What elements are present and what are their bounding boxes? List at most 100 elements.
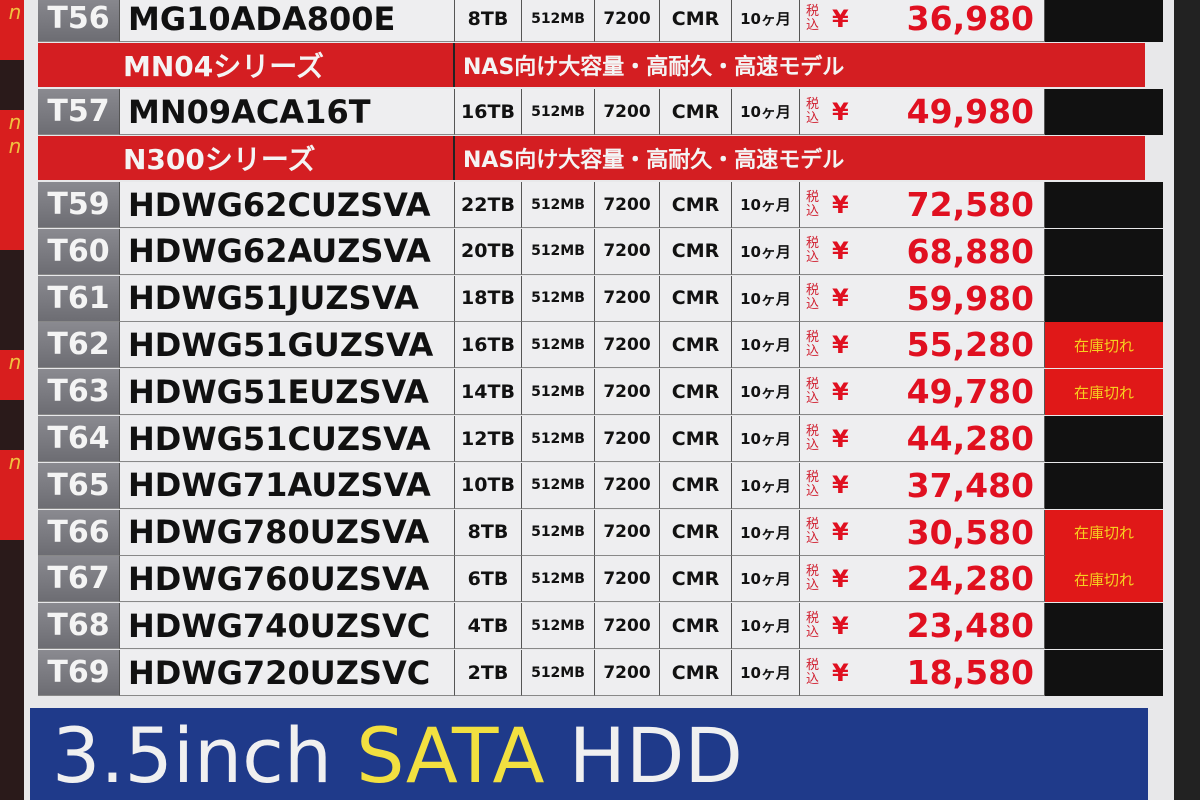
table-row: T63 HDWG51EUZSVA 14TB 512MB 7200 CMR 10ヶ月 税込 ¥49… [38,369,1163,416]
banner-highlight: SATA [356,711,545,800]
table-row: T64 HDWG51CUZSVA 12TB 512MB 7200 CMR 10ヶ月 税込 ¥44… [38,416,1163,462]
tax-included-label: 税込 [806,329,820,359]
rpm: 7200 [595,603,660,650]
cache: 512MB [522,509,595,556]
stock-status: 在庫切れ [1045,556,1163,603]
cache: 512MB [522,603,595,650]
price: 税込 ¥18,580 [800,650,1045,696]
tax-included-label: 税込 [806,563,820,593]
rpm: 7200 [595,322,660,369]
capacity: 18TB [455,275,522,322]
capacity: 10TB [455,462,522,509]
yen-sign: ¥ [832,611,849,640]
stock-status: 在庫切れ [1045,509,1163,556]
capacity: 8TB [455,509,522,556]
product-id: T65 [38,462,120,509]
price: 税込 ¥68,880 [800,228,1045,275]
warranty: 10ヶ月 [732,369,800,416]
product-id: T57 [38,89,120,135]
price-amount: 30,580 [906,512,1034,552]
yen-sign: ¥ [832,190,849,219]
tax-included-label: 税込 [806,517,820,547]
stock-status [1045,462,1163,509]
recording-type: CMR [660,556,732,603]
stock-status [1045,650,1163,696]
recording-type: CMR [660,369,732,416]
tax-included-label: 税込 [806,236,820,266]
recording-type: CMR [660,89,732,135]
model-number: MN09ACA16T [120,89,455,135]
table-row: T66 HDWG780UZSVA 8TB 512MB 7200 CMR 10ヶ月 税込 ¥30,… [38,509,1163,556]
capacity: 20TB [455,228,522,275]
stock-status [1045,89,1163,135]
tax-included-label: 税込 [806,3,820,33]
price: 税込 ¥30,580 [800,509,1045,556]
stock-status: 在庫切れ [1045,322,1163,369]
cache: 512MB [522,462,595,509]
rpm: 7200 [595,228,660,275]
recording-type: CMR [660,322,732,369]
model-number: HDWG62AUZSVA [120,228,455,275]
model-number: MG10ADA800E [120,0,455,42]
product-id: T56 [38,0,120,42]
product-id: T64 [38,416,120,462]
warranty: 10ヶ月 [732,603,800,650]
capacity: 16TB [455,89,522,135]
rpm: 7200 [595,416,660,462]
model-number: HDWG51CUZSVA [120,416,455,462]
stock-status [1045,603,1163,650]
table-row: T61 HDWG51JUZSVA 18TB 512MB 7200 CMR 10ヶ月 税込 ¥59… [38,275,1163,322]
price-amount: 59,980 [906,278,1034,318]
warranty: 10ヶ月 [732,89,800,135]
series-description: NAS向け大容量・高耐久・高速モデル [463,148,845,173]
price-amount: 49,980 [906,92,1034,131]
recording-type: CMR [660,462,732,509]
price-amount: 36,980 [906,0,1034,38]
cache: 512MB [522,416,595,462]
price: 税込 ¥24,280 [800,556,1045,603]
recording-type: CMR [660,275,732,322]
price: 税込 ¥59,980 [800,275,1045,322]
capacity: 14TB [455,369,522,416]
price-amount: 23,480 [906,606,1034,646]
series-header: N300シリーズ NAS向け大容量・高耐久・高速モデル [38,136,1145,180]
capacity: 16TB [455,322,522,369]
cache: 512MB [522,369,595,416]
table-row: T69 HDWG720UZSVC 2TB 512MB 7200 CMR 10ヶ月 税込 ¥18,… [38,650,1163,696]
model-number: HDWG780UZSVA [120,509,455,556]
yen-sign: ¥ [832,237,849,266]
tax-included-label: 税込 [806,470,820,500]
capacity: 4TB [455,603,522,650]
rpm: 7200 [595,462,660,509]
rpm: 7200 [595,556,660,603]
tax-included-label: 税込 [806,610,820,640]
recording-type: CMR [660,509,732,556]
warranty: 10ヶ月 [732,0,800,42]
price: 税込 ¥55,280 [800,322,1045,369]
warranty: 10ヶ月 [732,416,800,462]
tax-included-label: 税込 [806,423,820,453]
model-number: HDWG71AUZSVA [120,462,455,509]
yen-sign: ¥ [832,658,849,687]
yen-sign: ¥ [832,4,849,33]
capacity: 8TB [455,0,522,42]
capacity: 6TB [455,556,522,603]
yen-sign: ¥ [832,330,849,359]
banner-suffix: HDD [568,711,743,800]
model-number: HDWG720UZSVC [120,650,455,696]
stock-status [1045,275,1163,322]
capacity: 22TB [455,182,522,228]
warranty: 10ヶ月 [732,650,800,696]
warranty: 10ヶ月 [732,228,800,275]
product-id: T61 [38,275,120,322]
table-row: T68 HDWG740UZSVC 4TB 512MB 7200 CMR 10ヶ月 税込 ¥23,… [38,603,1163,650]
price: 税込 ¥37,480 [800,462,1045,509]
rpm: 7200 [595,650,660,696]
rpm: 7200 [595,275,660,322]
series-description: NAS向け大容量・高耐久・高速モデル [463,55,845,80]
table-row: T65 HDWG71AUZSVA 10TB 512MB 7200 CMR 10ヶ月 税込 ¥37… [38,462,1163,509]
cache: 512MB [522,650,595,696]
yen-sign: ¥ [832,564,849,593]
rpm: 7200 [595,0,660,42]
stock-status: 在庫切れ [1045,369,1163,416]
